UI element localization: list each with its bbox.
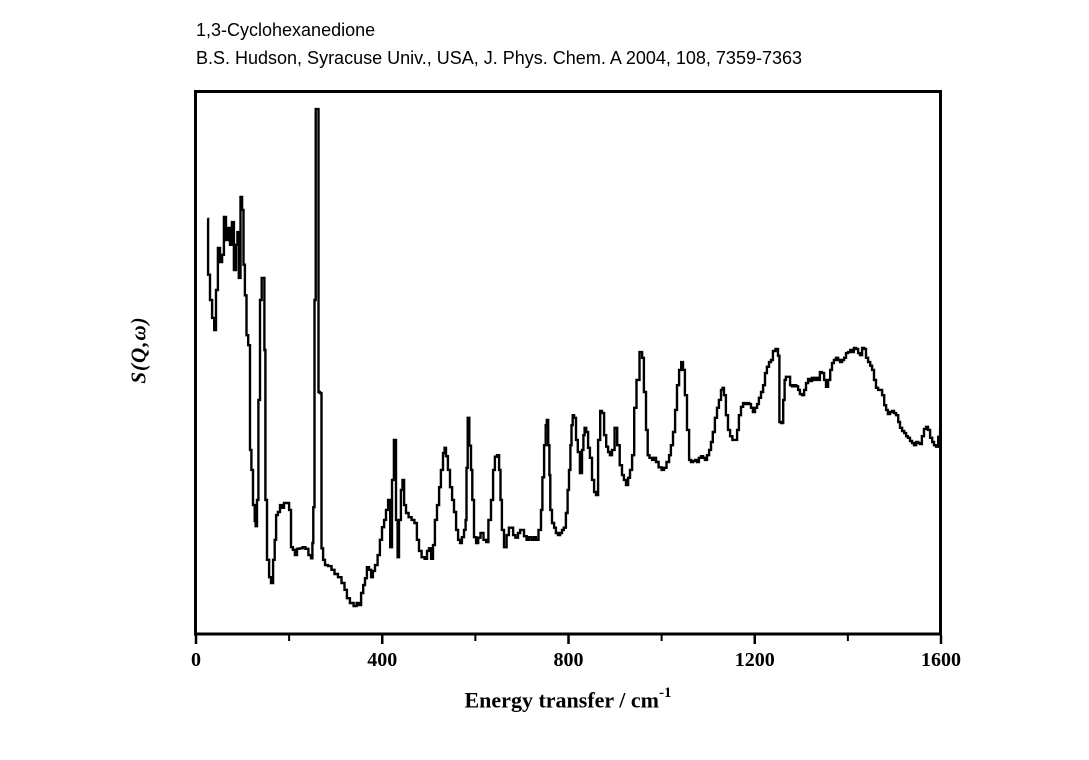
x-tick-label: 1600 bbox=[921, 649, 961, 671]
x-axis-title-exponent: -1 bbox=[659, 685, 672, 701]
x-tick-label: 400 bbox=[367, 649, 397, 671]
ins-spectrum-curve bbox=[206, 107, 942, 608]
plot-frame bbox=[194, 90, 942, 636]
x-axis-title-text: Energy transfer / cm bbox=[464, 687, 660, 713]
x-tick-label: 1200 bbox=[735, 649, 775, 671]
y-axis-title: S(Q,ω) bbox=[126, 316, 151, 384]
chart-title: 1,3-Cyclohexanedione bbox=[196, 20, 376, 40]
x-axis-title: Energy transfer / cm-1 bbox=[195, 685, 941, 713]
chart-reference: B.S. Hudson, Syracuse Univ., USA, J. Phy… bbox=[196, 48, 802, 68]
x-tick-label: 800 bbox=[554, 649, 584, 671]
x-tick-label: 0 bbox=[191, 649, 201, 671]
